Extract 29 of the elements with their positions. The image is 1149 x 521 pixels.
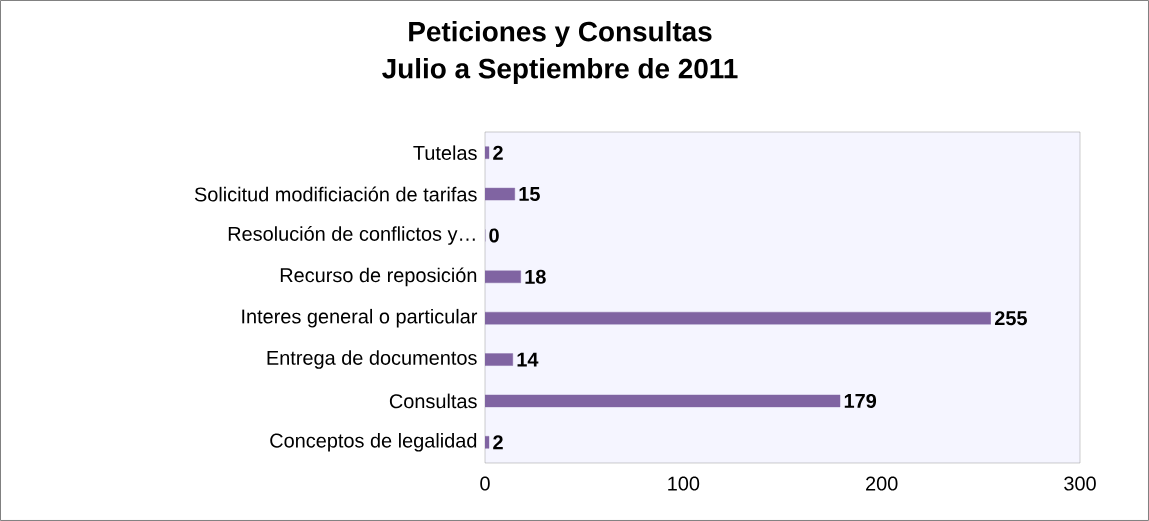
bar — [485, 311, 991, 325]
x-tick-label: 300 — [1064, 476, 1096, 491]
bar — [485, 353, 513, 366]
data-label: 18 — [525, 269, 546, 284]
data-label: 14 — [517, 352, 539, 367]
bar — [485, 146, 490, 159]
bar — [485, 394, 841, 408]
data-label: 0 — [489, 228, 499, 243]
data-label: 2 — [493, 435, 503, 450]
bar — [485, 187, 515, 201]
x-tick-label: 100 — [668, 476, 700, 491]
y-tick-label: Entrega de documentos — [267, 350, 477, 369]
y-tick-label: Solicitud modificiación de tarifas — [194, 186, 477, 202]
bar — [485, 436, 490, 449]
y-tick-label: Interes general o particular — [242, 308, 478, 328]
y-tick-label: Tutelas — [413, 145, 477, 160]
chart-subtitle: Julio a Septiembre de 2011 — [382, 58, 738, 84]
data-label: 255 — [994, 311, 1027, 326]
y-tick-label: Recurso de reposición — [280, 267, 477, 287]
y-tick-label: Resolución de conflictos y… — [228, 226, 475, 245]
chart-title: Peticiones y Consultas — [409, 21, 712, 47]
x-tick-label: 200 — [866, 476, 898, 491]
x-tick-label: 0 — [480, 476, 490, 491]
y-tick-label: Conceptos de legalidad — [270, 433, 477, 452]
data-label: 179 — [844, 393, 877, 408]
y-tick-label: Consultas — [389, 393, 477, 409]
bar — [485, 270, 521, 283]
data-label: 15 — [519, 187, 540, 201]
data-label: 2 — [493, 145, 503, 160]
